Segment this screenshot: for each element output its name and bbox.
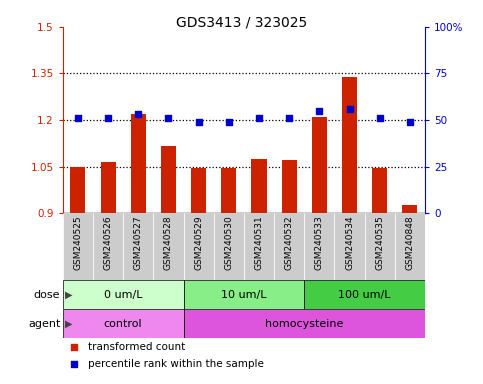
Bar (365, 213, 395, 280)
Bar (402, 205, 417, 213)
Bar (63, 280, 184, 309)
Text: GSM240529: GSM240529 (194, 215, 203, 270)
Text: GSM240526: GSM240526 (103, 215, 113, 270)
Bar (312, 117, 327, 213)
Point (74, 115, 82, 121)
Point (134, 111, 142, 118)
Text: GSM240528: GSM240528 (164, 215, 173, 270)
Bar (131, 114, 146, 213)
Text: 0 um/L: 0 um/L (104, 290, 142, 300)
Text: percentile rank within the sample: percentile rank within the sample (88, 359, 264, 369)
Point (406, 119, 414, 125)
Text: GSM240533: GSM240533 (315, 215, 324, 270)
Text: dose: dose (34, 290, 60, 300)
Text: agent: agent (28, 318, 60, 329)
Point (285, 115, 293, 121)
Text: GSM240534: GSM240534 (345, 215, 354, 270)
Point (315, 108, 323, 114)
Bar (184, 280, 304, 309)
Bar (184, 213, 213, 280)
Point (255, 115, 263, 121)
Bar (282, 161, 297, 213)
Bar (274, 213, 304, 280)
Bar (395, 213, 425, 280)
Text: 10 um/L: 10 um/L (221, 290, 267, 300)
Bar (63, 213, 93, 280)
Bar (63, 309, 184, 338)
Text: GSM240532: GSM240532 (284, 215, 294, 270)
Text: GSM240531: GSM240531 (255, 215, 264, 270)
Bar (154, 213, 184, 280)
Bar (372, 168, 387, 213)
Bar (184, 309, 425, 338)
Text: ▶: ▶ (65, 318, 73, 329)
Bar (244, 213, 274, 280)
Bar (213, 213, 244, 280)
Text: GSM240530: GSM240530 (224, 215, 233, 270)
Text: 100 um/L: 100 um/L (339, 290, 391, 300)
Bar (123, 213, 154, 280)
Bar (334, 213, 365, 280)
Text: control: control (104, 318, 142, 329)
Point (70, 361, 77, 367)
Bar (221, 168, 236, 213)
Point (376, 115, 384, 121)
Text: transformed count: transformed count (88, 341, 185, 352)
Text: GSM240525: GSM240525 (73, 215, 83, 270)
Bar (71, 167, 85, 213)
Point (165, 115, 172, 121)
Point (70, 344, 77, 349)
Text: GDS3413 / 323025: GDS3413 / 323025 (176, 15, 307, 29)
Bar (342, 76, 357, 213)
Text: homocysteine: homocysteine (265, 318, 343, 329)
Bar (252, 159, 267, 213)
Point (195, 119, 202, 125)
Bar (304, 280, 425, 309)
Bar (161, 146, 176, 213)
Point (225, 119, 233, 125)
Text: GSM240535: GSM240535 (375, 215, 384, 270)
Text: GSM240848: GSM240848 (405, 215, 414, 270)
Bar (100, 162, 115, 213)
Point (346, 106, 354, 112)
Text: GSM240527: GSM240527 (134, 215, 143, 270)
Bar (304, 213, 334, 280)
Text: ▶: ▶ (65, 290, 73, 300)
Point (104, 115, 112, 121)
Bar (93, 213, 123, 280)
Bar (191, 168, 206, 213)
